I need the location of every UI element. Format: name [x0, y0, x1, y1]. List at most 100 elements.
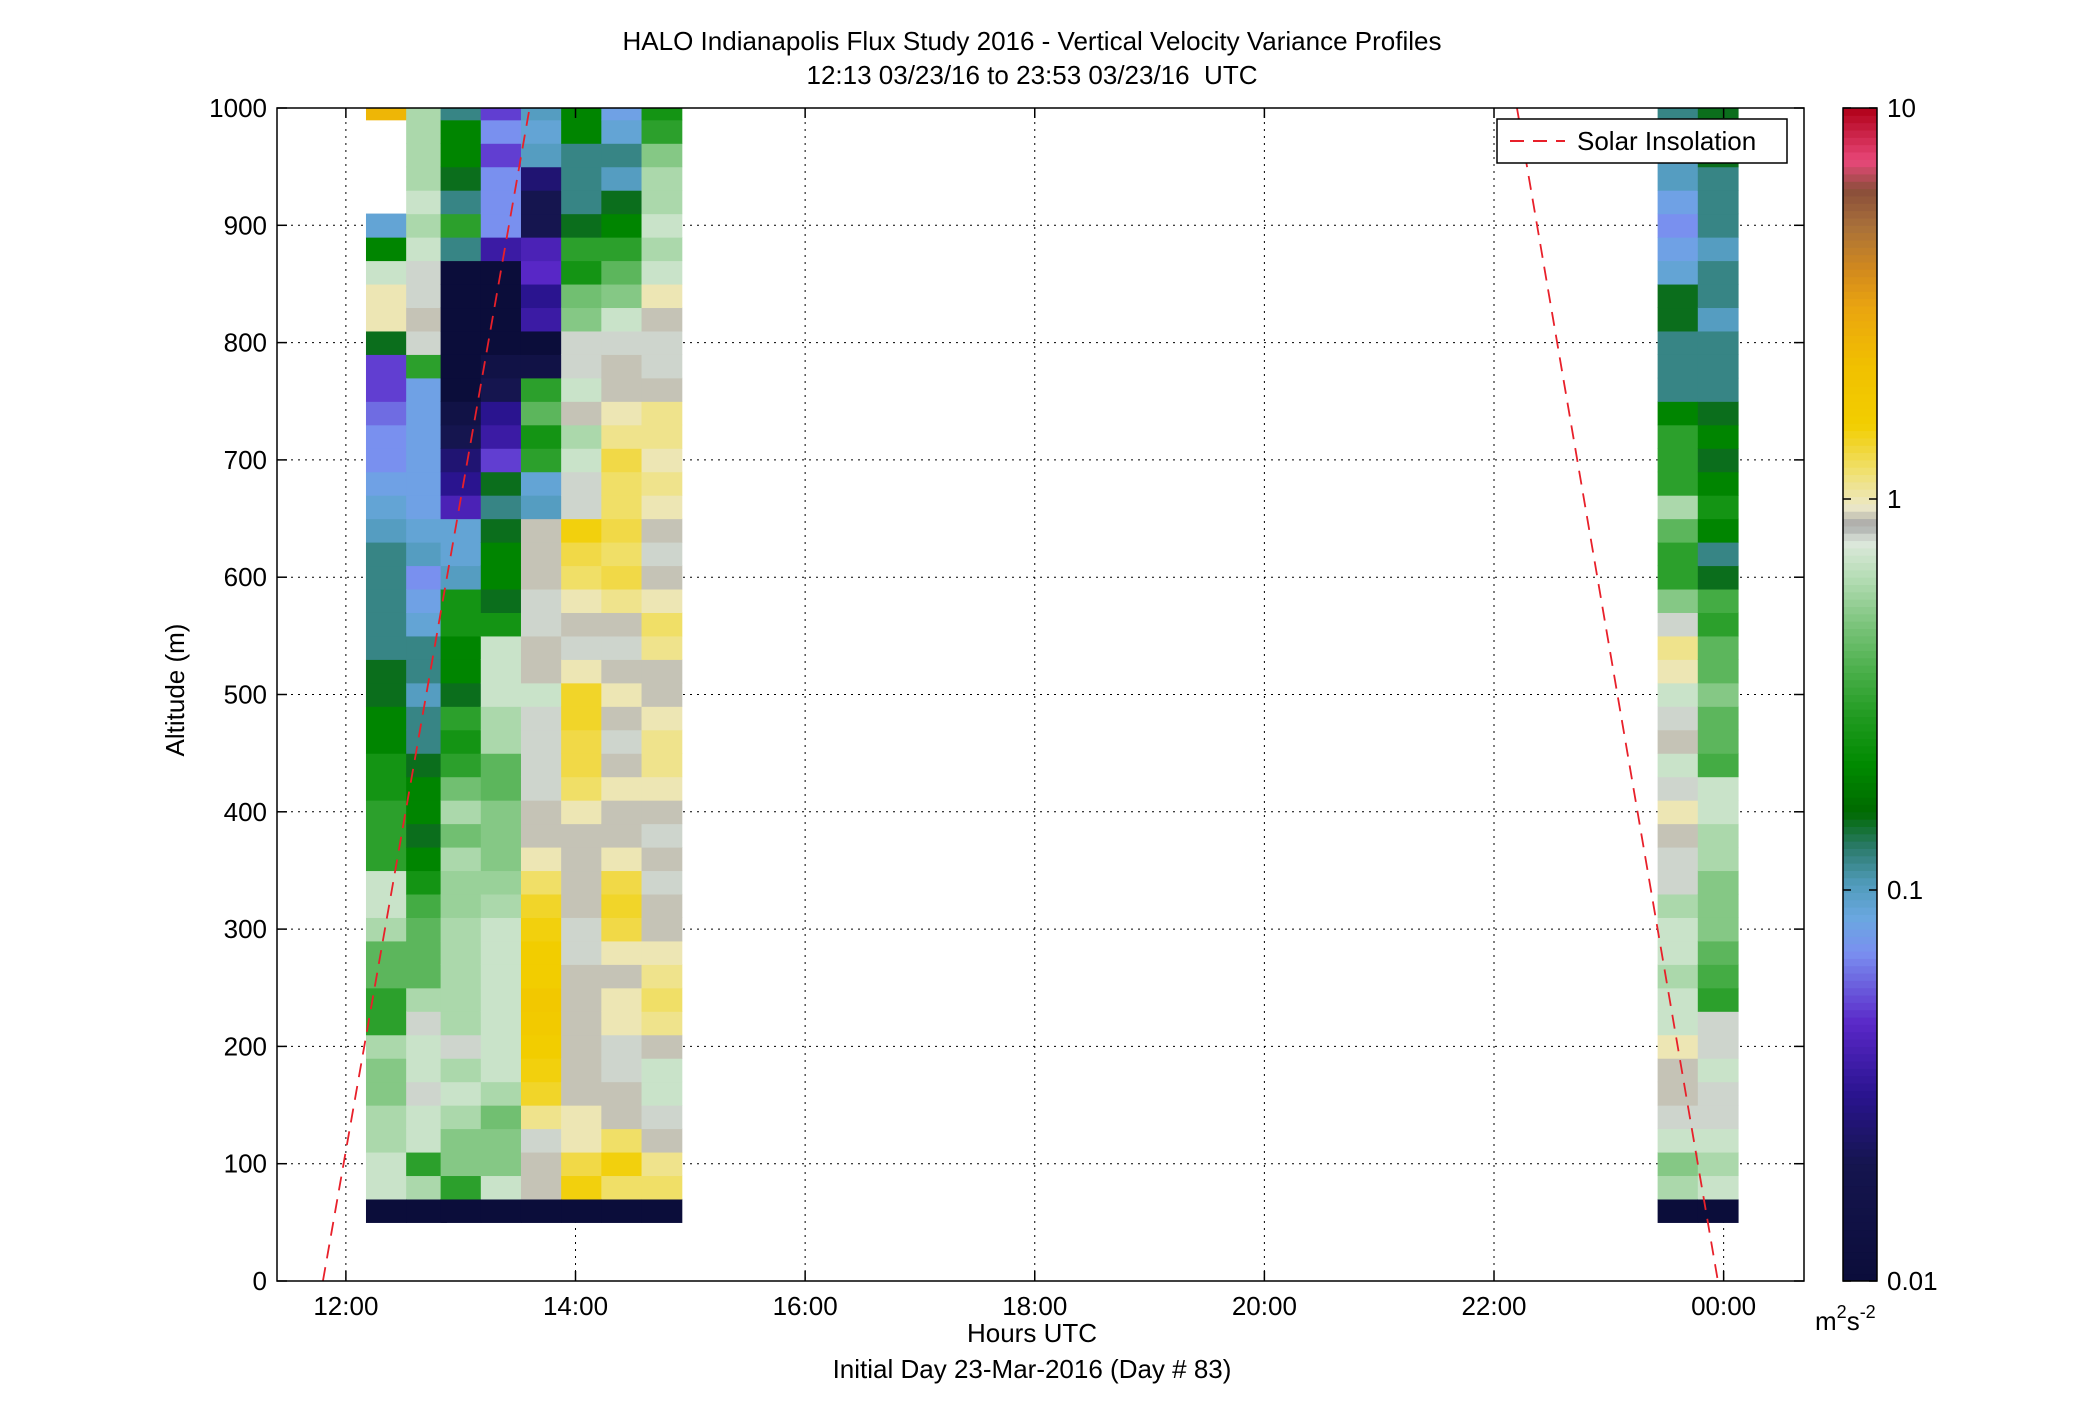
heatmap-cell: [480, 518, 522, 543]
heatmap-cell: [406, 1175, 447, 1200]
heatmap-cell: [440, 330, 482, 355]
heatmap-cell: [365, 1105, 407, 1130]
heatmap-cell: [641, 213, 683, 238]
heatmap-cell: [520, 213, 562, 238]
heatmap-cell: [1697, 542, 1739, 567]
heatmap-cell: [440, 682, 482, 707]
heatmap-cell: [480, 659, 522, 684]
heatmap-cell: [1697, 940, 1739, 965]
heatmap-cell: [365, 940, 407, 965]
heatmap-cell: [480, 1081, 522, 1106]
heatmap-cell: [1657, 800, 1699, 825]
colorbar: [1842, 107, 1878, 1282]
heatmap-cell: [365, 1011, 407, 1036]
heatmap-cell: [365, 588, 407, 613]
heatmap-cell: [601, 1081, 643, 1106]
heatmap-cell: [561, 1105, 602, 1130]
heatmap-cell: [601, 823, 643, 848]
heatmap-cell: [1697, 108, 1739, 121]
colorbar-swatch: [1843, 217, 1877, 226]
heatmap-cell: [406, 1198, 447, 1223]
heatmap-cell: [561, 729, 602, 754]
y-tick-label: 0: [253, 1266, 267, 1296]
heatmap-cell: [601, 635, 643, 660]
y-tick-label: 100: [224, 1149, 267, 1179]
heatmap-cell: [601, 987, 643, 1012]
colorbar-swatch: [1843, 1127, 1877, 1135]
heatmap-cell: [480, 1011, 522, 1036]
colorbar-swatch: [1843, 965, 1877, 974]
colorbar-swatch: [1843, 269, 1877, 278]
legend-label-solar-insolation: Solar Insolation: [1577, 126, 1756, 156]
heatmap-cell: [365, 565, 407, 590]
chart-title: HALO Indianapolis Flux Study 2016 - Vert…: [623, 26, 1442, 56]
heatmap-cell: [641, 1175, 683, 1200]
colorbar-swatch: [1843, 745, 1877, 754]
heatmap-cell: [520, 706, 562, 731]
heatmap-cell: [1657, 190, 1699, 215]
heatmap-cell: [561, 119, 602, 144]
heatmap-cell: [601, 940, 643, 965]
colorbar-swatch: [1843, 1237, 1877, 1245]
colorbar-swatch: [1843, 1163, 1877, 1172]
colorbar-swatch: [1843, 709, 1877, 717]
x-tick-label: 18:00: [1002, 1291, 1067, 1321]
heatmap-cell: [520, 1081, 562, 1106]
heatmap-cell: [601, 542, 643, 567]
heatmap-cell: [561, 143, 602, 168]
heatmap-cell: [406, 1081, 447, 1106]
heatmap-cell: [520, 588, 562, 613]
colorbar-swatch: [1843, 276, 1877, 285]
x-tick-label: 14:00: [543, 1291, 608, 1321]
y-tick-label: 500: [224, 680, 267, 710]
heatmap-cell: [406, 1034, 447, 1059]
heatmap-cell: [480, 424, 522, 449]
heatmap-cell: [406, 1128, 447, 1153]
heatmap-cell: [1657, 893, 1699, 918]
heatmap-cell: [406, 588, 447, 613]
heatmap-cell: [520, 354, 562, 379]
colorbar-swatch: [1843, 1053, 1877, 1062]
heatmap-cell: [440, 283, 482, 309]
heatmap-cell: [480, 307, 522, 332]
heatmap-cell: [1657, 846, 1699, 872]
heatmap-cell: [641, 917, 683, 942]
x-tick-label: 20:00: [1232, 1291, 1297, 1321]
heatmap-cell: [440, 448, 482, 473]
heatmap-cell: [641, 495, 683, 520]
heatmap-cell: [1657, 377, 1699, 402]
heatmap-cell: [520, 1011, 562, 1036]
colorbar-swatch: [1843, 108, 1877, 116]
heatmap-cell: [1697, 753, 1739, 778]
heatmap-cell: [561, 471, 602, 496]
heatmap-cell: [480, 753, 522, 778]
heatmap-cell: [365, 1034, 407, 1059]
heatmap-cell: [641, 800, 683, 825]
heatmap-cell: [1657, 283, 1699, 309]
heatmap-cell: [1697, 917, 1739, 942]
heatmap-cell: [480, 964, 522, 989]
heatmap-cell: [520, 518, 562, 543]
heatmap-cell: [641, 260, 683, 285]
heatmap-cell: [601, 401, 643, 426]
heatmap-cell: [440, 1011, 482, 1036]
heatmap-cell: [1697, 1081, 1739, 1106]
heatmap-cell: [440, 964, 482, 989]
heatmap-cell: [641, 119, 683, 144]
heatmap-cell: [440, 518, 482, 543]
colorbar-swatch: [1843, 357, 1877, 366]
heatmap-cell: [1657, 108, 1699, 121]
heatmap-cell: [520, 307, 562, 332]
heatmap-cell: [1697, 260, 1739, 285]
heatmap-cell: [1657, 565, 1699, 590]
heatmap-cell: [406, 260, 447, 285]
heatmap-cell: [561, 682, 602, 707]
colorbar-swatch: [1843, 173, 1877, 182]
colorbar-swatch: [1843, 958, 1877, 967]
heatmap-cell: [601, 260, 643, 285]
heatmap-cell: [1697, 307, 1739, 332]
heatmap-cell: [406, 1058, 447, 1083]
heatmap-cell: [561, 1034, 602, 1059]
heatmap-cell: [1657, 964, 1699, 989]
heatmap-cell: [440, 108, 482, 121]
